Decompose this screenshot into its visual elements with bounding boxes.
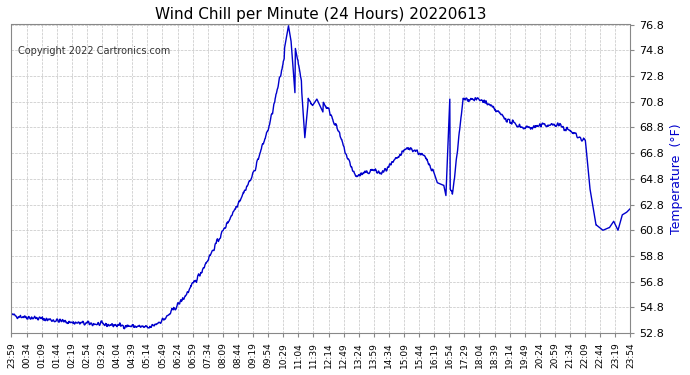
Y-axis label: Temperature  (°F): Temperature (°F) — [670, 123, 683, 234]
Text: Copyright 2022 Cartronics.com: Copyright 2022 Cartronics.com — [18, 46, 170, 56]
Title: Wind Chill per Minute (24 Hours) 20220613: Wind Chill per Minute (24 Hours) 2022061… — [155, 7, 486, 22]
